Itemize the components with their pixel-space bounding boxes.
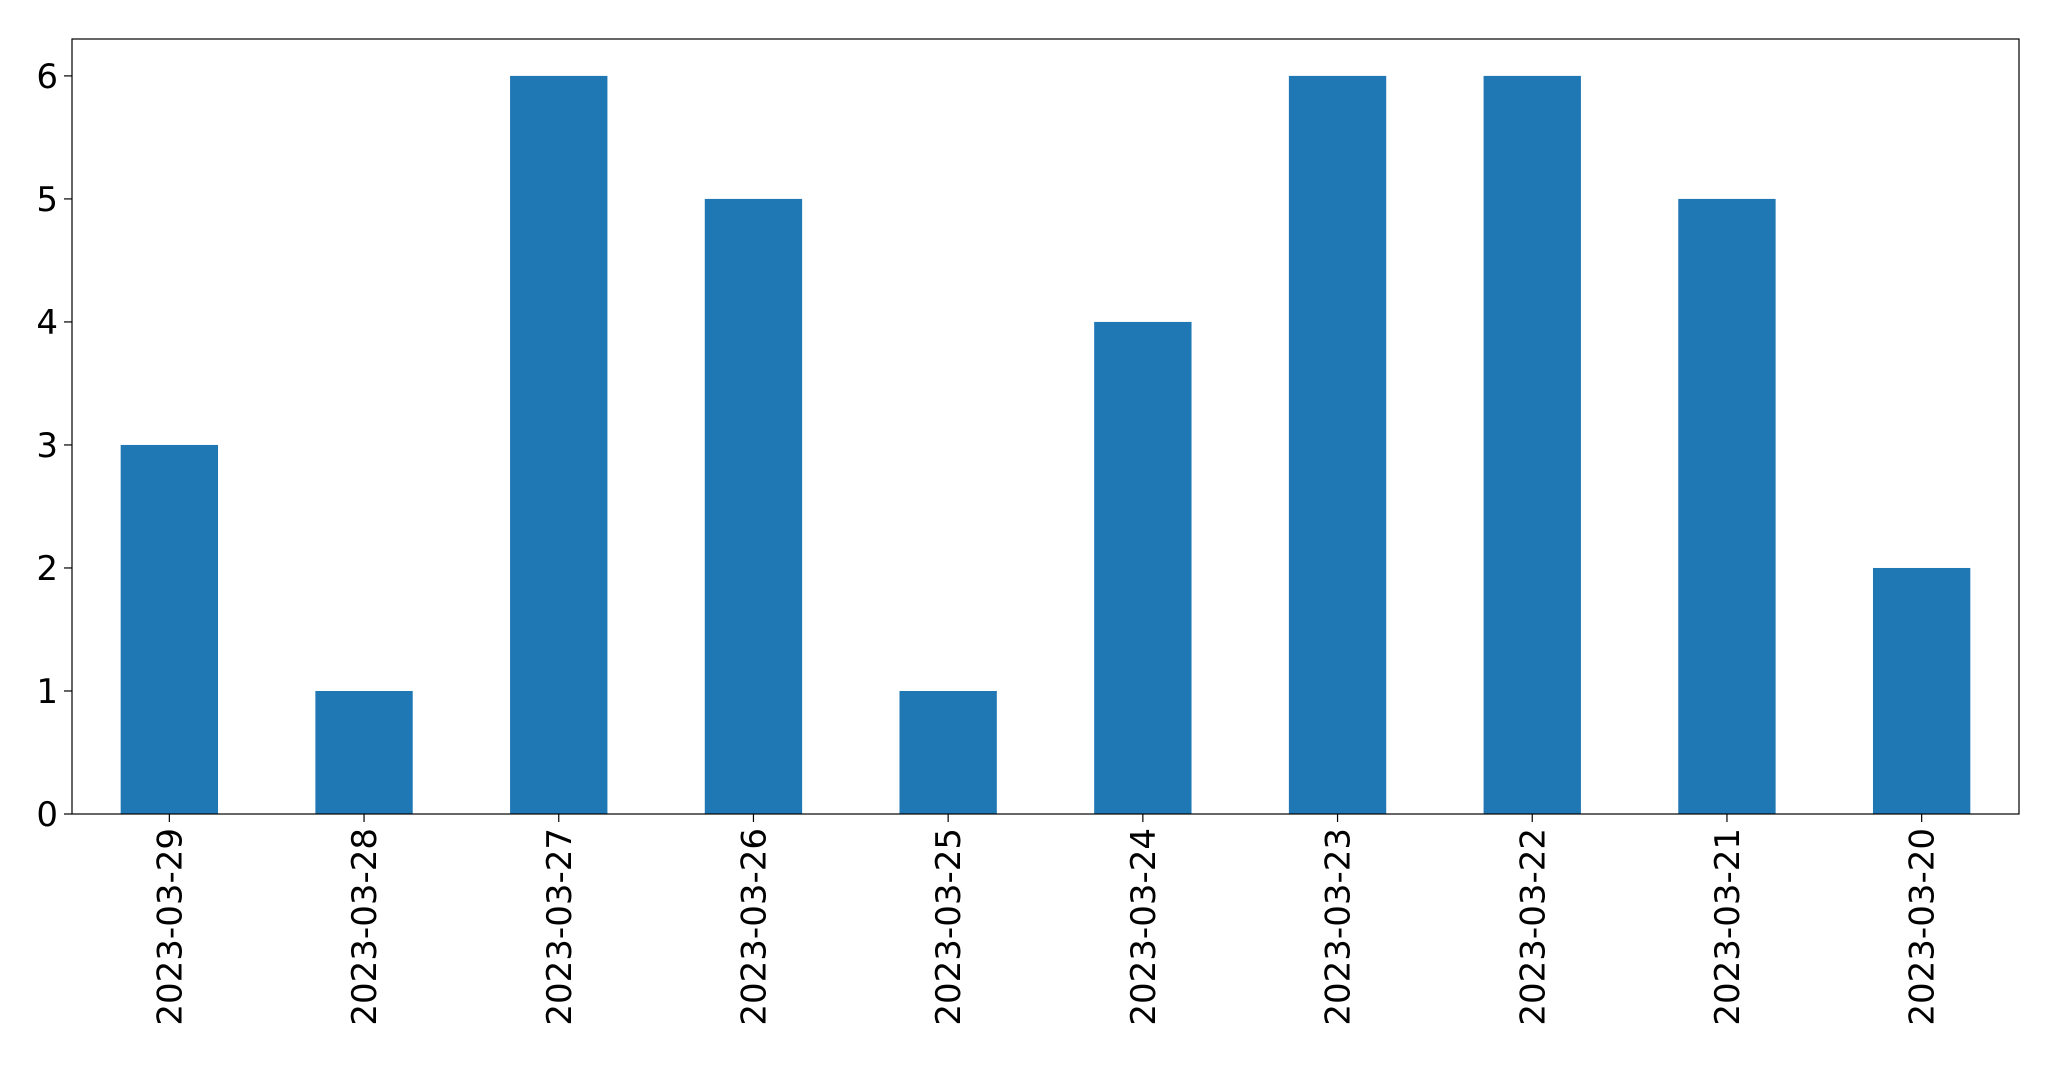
bar: [1288, 75, 1387, 814]
x-tick-label: 2023-03-22: [1513, 828, 1553, 1026]
x-tick-label: 2023-03-29: [150, 828, 190, 1026]
y-tick-label: 0: [36, 795, 58, 835]
x-tick-label: 2023-03-23: [1319, 828, 1359, 1026]
y-tick-label: 5: [36, 180, 58, 220]
bar: [510, 75, 608, 814]
bar: [899, 690, 997, 814]
x-tick-label: 2023-03-21: [1708, 828, 1748, 1026]
bar: [1872, 567, 1971, 814]
x-tick-label: 2023-03-27: [540, 828, 580, 1026]
bar: [315, 690, 413, 814]
y-tick-label: 3: [36, 426, 58, 466]
y-tick-label: 6: [36, 57, 58, 97]
x-tick-label: 2023-03-24: [1124, 828, 1164, 1026]
y-tick-label: 1: [36, 672, 58, 712]
x-tick-label: 2023-03-20: [1903, 828, 1943, 1026]
plot-frame: [71, 38, 2020, 815]
bar: [1483, 75, 1581, 814]
bar: [1678, 198, 1776, 814]
x-tick-label: 2023-03-28: [345, 828, 385, 1026]
bar: [120, 444, 219, 814]
y-tick-label: 4: [36, 303, 58, 343]
bar: [704, 198, 803, 814]
bar: [1094, 321, 1192, 814]
x-tick-label: 2023-03-26: [734, 828, 774, 1026]
x-tick-label: 2023-03-25: [929, 828, 969, 1026]
y-tick-label: 2: [36, 549, 58, 589]
